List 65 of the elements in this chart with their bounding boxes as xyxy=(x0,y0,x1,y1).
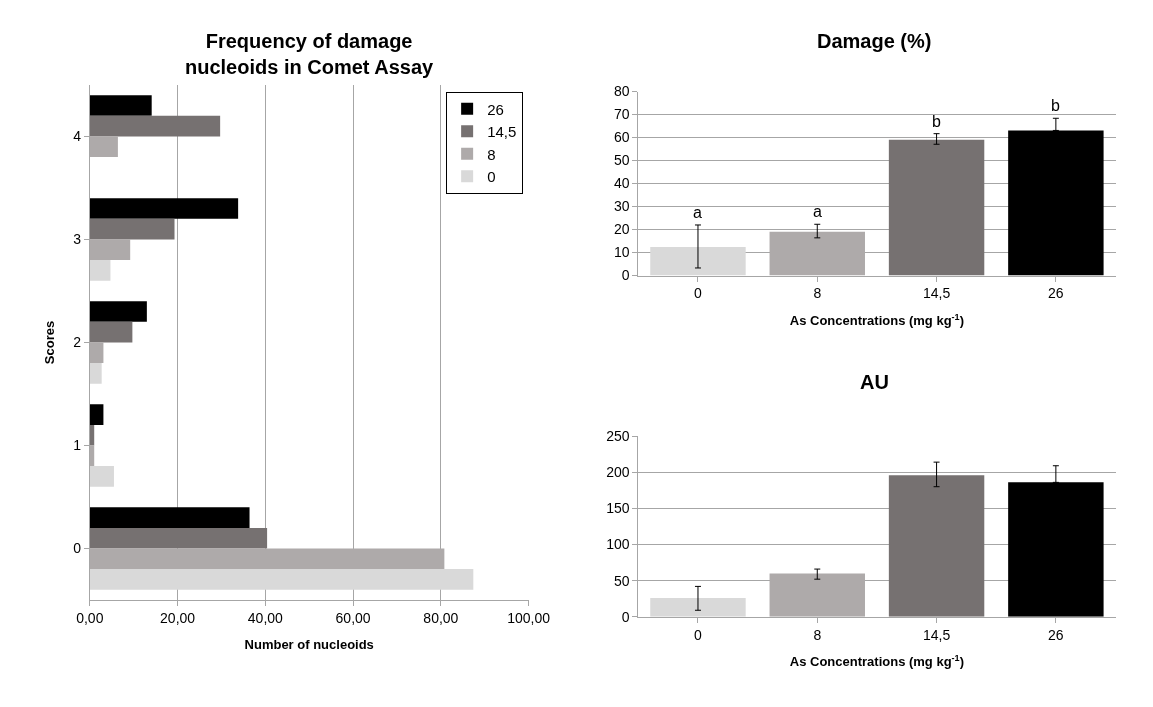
bar xyxy=(888,475,985,617)
bar xyxy=(89,198,239,219)
bar xyxy=(89,527,268,549)
x-tick-label: 8 xyxy=(813,285,822,302)
y-tick-label: 2 xyxy=(73,334,82,351)
bar xyxy=(89,95,152,116)
x-tick-label: 14,5 xyxy=(922,285,951,302)
x-tick-label: 80,00 xyxy=(423,609,459,626)
y-tick-label: 100 xyxy=(606,536,630,553)
y-tick-label: 10 xyxy=(613,244,630,261)
y-tick-label: 250 xyxy=(606,428,630,445)
bar xyxy=(89,466,114,487)
annotation: b xyxy=(932,113,941,130)
y-tick-label: 3 xyxy=(73,231,82,248)
bar xyxy=(89,507,250,528)
chart-title: AU xyxy=(860,371,889,393)
y-tick-label: 0 xyxy=(621,267,630,284)
x-tick-label: 100,00 xyxy=(507,609,551,626)
bar xyxy=(89,115,221,137)
y-tick-label: 1 xyxy=(73,437,82,454)
x-axis-title: As Concentrations (mg kg$^{-1}$) xyxy=(789,311,965,328)
y-tick-label: 40 xyxy=(613,175,630,192)
x-tick-label: 40,00 xyxy=(247,609,284,626)
y-tick-label: 60 xyxy=(613,129,630,146)
annotation: a xyxy=(813,203,822,220)
y-tick-label: 20 xyxy=(613,221,630,238)
bar xyxy=(89,321,133,343)
x-tick-label: 60,00 xyxy=(335,609,371,626)
y-tick-label: 50 xyxy=(613,572,630,589)
x-tick-label: 0 xyxy=(694,626,703,643)
bar xyxy=(89,301,147,322)
x-tick-label: 0 xyxy=(694,285,703,302)
bar xyxy=(89,569,474,590)
bar xyxy=(888,139,985,276)
y-tick-label: 0 xyxy=(73,540,82,557)
x-tick-label: 26 xyxy=(1048,285,1064,302)
legend-label: 26 xyxy=(487,100,504,118)
y-tick-label: 200 xyxy=(606,464,630,481)
y-tick-label: 30 xyxy=(613,198,630,215)
bar xyxy=(650,247,746,276)
y-tick-label: 70 xyxy=(613,106,630,123)
y-axis-title: Scores xyxy=(42,320,58,365)
bar xyxy=(89,260,111,281)
annotation: b xyxy=(1051,97,1060,114)
y-tick-label: 50 xyxy=(613,152,630,169)
x-tick-label: 26 xyxy=(1048,626,1064,643)
chart-title: Frequency of damage nucleoids in Comet Assay xyxy=(185,30,435,78)
chart-title: Damage (%) xyxy=(817,30,932,52)
bar xyxy=(89,363,102,384)
y-tick-label: 80 xyxy=(613,83,630,100)
legend-label: 8 xyxy=(487,145,496,163)
x-tick-label: 0,00 xyxy=(76,609,104,626)
x-axis-title: Number of nucleoids xyxy=(244,637,374,653)
x-tick-label: 14,5 xyxy=(922,626,951,643)
bar xyxy=(650,597,746,617)
legend-label: 14,5 xyxy=(487,123,517,141)
legend-label: 0 xyxy=(487,168,496,186)
x-axis-title: As Concentrations (mg kg$^{-1}$) xyxy=(789,652,965,670)
annotation: a xyxy=(693,204,702,221)
x-tick-label: 8 xyxy=(813,626,822,643)
bar xyxy=(89,404,104,425)
y-tick-label: 150 xyxy=(606,500,630,517)
y-tick-label: 4 xyxy=(73,128,82,145)
bar xyxy=(89,218,175,240)
x-tick-label: 20,00 xyxy=(160,609,196,626)
